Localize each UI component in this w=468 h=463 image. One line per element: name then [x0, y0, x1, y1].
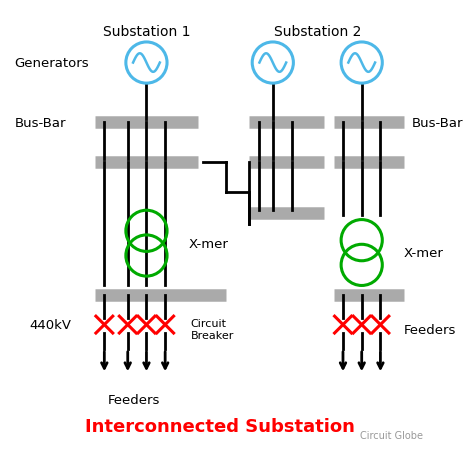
Text: Bus-Bar: Bus-Bar: [15, 117, 66, 130]
Text: Substation 1: Substation 1: [102, 25, 190, 38]
Text: Circuit
Breaker: Circuit Breaker: [190, 319, 234, 340]
Text: Circuit Globe: Circuit Globe: [359, 430, 423, 440]
Text: Generators: Generators: [15, 57, 89, 70]
Text: 440kV: 440kV: [29, 319, 72, 332]
Text: X-mer: X-mer: [404, 246, 444, 259]
Text: Bus-Bar: Bus-Bar: [411, 117, 463, 130]
Text: Interconnected Substation: Interconnected Substation: [86, 417, 355, 435]
Text: Feeders: Feeders: [108, 393, 161, 406]
Text: Substation 2: Substation 2: [274, 25, 361, 38]
Text: Feeders: Feeders: [404, 323, 456, 336]
Text: X-mer: X-mer: [189, 237, 228, 250]
